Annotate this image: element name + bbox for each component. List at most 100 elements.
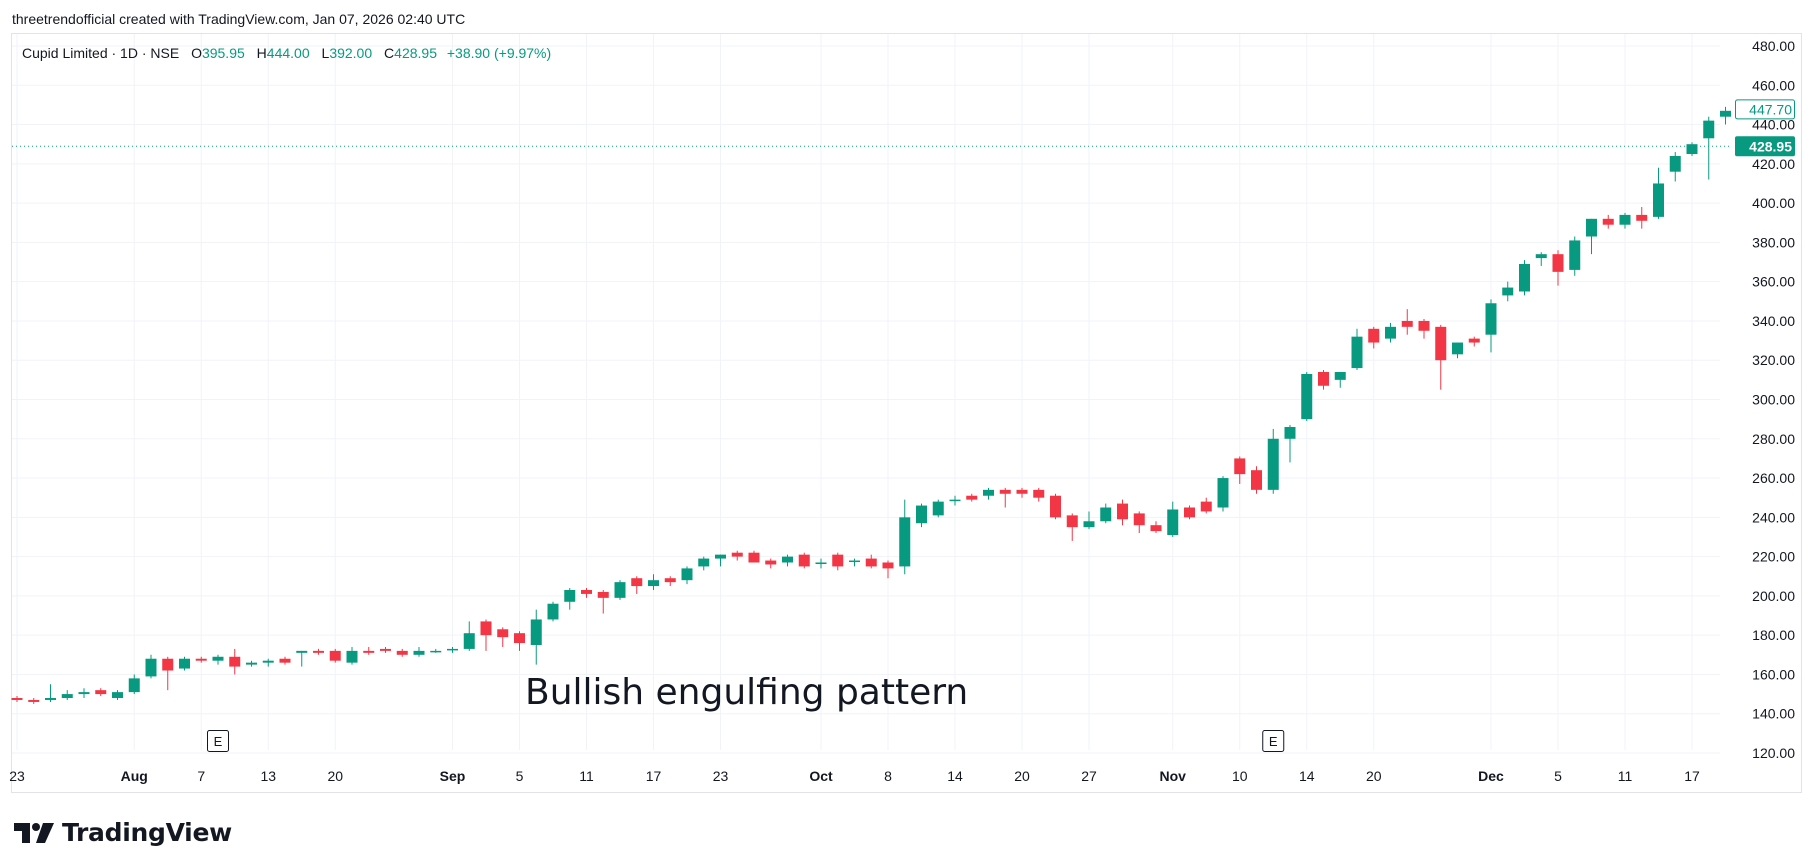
candle[interactable] xyxy=(430,648,442,653)
candle[interactable] xyxy=(815,558,827,569)
candle[interactable] xyxy=(949,495,961,506)
candle[interactable] xyxy=(1619,212,1631,229)
candle[interactable] xyxy=(1200,497,1212,514)
candle[interactable] xyxy=(296,650,308,667)
earnings-marker[interactable]: E xyxy=(207,730,229,752)
candle[interactable] xyxy=(1016,487,1028,498)
candle[interactable] xyxy=(882,560,894,579)
candle[interactable] xyxy=(95,688,107,697)
candle[interactable] xyxy=(329,648,341,663)
candle[interactable] xyxy=(1435,324,1447,390)
candle[interactable] xyxy=(1703,116,1715,180)
candle[interactable] xyxy=(664,576,676,587)
candle[interactable] xyxy=(1150,521,1162,534)
candle[interactable] xyxy=(128,674,140,695)
candle[interactable] xyxy=(497,627,509,647)
candle[interactable] xyxy=(1368,326,1380,349)
candle[interactable] xyxy=(78,688,90,699)
candle[interactable] xyxy=(748,550,760,563)
candle[interactable] xyxy=(631,576,643,594)
candle[interactable] xyxy=(1636,207,1648,229)
candle[interactable] xyxy=(1184,505,1195,520)
candle[interactable] xyxy=(1720,106,1731,125)
candle[interactable] xyxy=(966,493,978,502)
candle[interactable] xyxy=(1133,511,1145,534)
candle[interactable] xyxy=(1552,250,1564,286)
candle[interactable] xyxy=(212,654,224,665)
candle[interactable] xyxy=(715,554,726,567)
candle[interactable] xyxy=(279,656,291,665)
candle[interactable] xyxy=(698,556,710,571)
candle[interactable] xyxy=(932,499,944,518)
candle[interactable] xyxy=(112,690,123,700)
candle[interactable] xyxy=(782,554,793,567)
candle[interactable] xyxy=(999,487,1011,508)
candle[interactable] xyxy=(447,646,458,653)
candle[interactable] xyxy=(11,696,23,702)
candle[interactable] xyxy=(1468,336,1480,347)
candle[interactable] xyxy=(229,648,241,675)
candle[interactable] xyxy=(648,574,659,590)
candle[interactable] xyxy=(363,646,375,655)
candle[interactable] xyxy=(1653,167,1664,219)
candle[interactable] xyxy=(614,580,626,600)
candle[interactable] xyxy=(1385,322,1396,343)
candle[interactable] xyxy=(246,660,257,667)
candle[interactable] xyxy=(1284,425,1296,463)
candle[interactable] xyxy=(195,656,207,663)
candle[interactable] xyxy=(832,552,844,571)
candle[interactable] xyxy=(1351,328,1363,371)
candle[interactable] xyxy=(514,631,525,651)
candle[interactable] xyxy=(1167,501,1179,537)
candle[interactable] xyxy=(1569,236,1581,276)
candle[interactable] xyxy=(1535,252,1547,266)
candle[interactable] xyxy=(1050,493,1061,520)
tradingview-logo[interactable]: TradingView xyxy=(14,818,232,847)
candle[interactable] xyxy=(1519,260,1530,296)
candle[interactable] xyxy=(1334,372,1346,388)
candle[interactable] xyxy=(262,658,274,667)
candle[interactable] xyxy=(530,609,542,665)
high-price-badge[interactable] xyxy=(1735,99,1795,120)
candle[interactable] xyxy=(28,698,40,704)
candle[interactable] xyxy=(1301,372,1313,422)
candle[interactable] xyxy=(849,558,860,567)
candle[interactable] xyxy=(413,646,425,657)
candle[interactable] xyxy=(179,656,190,671)
candle[interactable] xyxy=(1485,299,1497,353)
candle[interactable] xyxy=(1117,499,1128,526)
candle[interactable] xyxy=(1267,428,1279,494)
candle[interactable] xyxy=(463,621,475,651)
candle[interactable] xyxy=(1100,503,1112,524)
candle[interactable] xyxy=(916,503,927,528)
candle[interactable] xyxy=(396,648,408,657)
candle[interactable] xyxy=(1602,214,1614,229)
candle[interactable] xyxy=(1401,309,1413,335)
candle[interactable] xyxy=(145,654,157,679)
candle[interactable] xyxy=(162,656,174,691)
candle[interactable] xyxy=(1418,318,1430,339)
candle[interactable] xyxy=(581,588,592,598)
last-price-badge[interactable] xyxy=(1735,136,1795,157)
candle[interactable] xyxy=(1669,152,1681,182)
candle[interactable] xyxy=(380,646,391,653)
candle[interactable] xyxy=(313,648,324,655)
candle[interactable] xyxy=(1452,342,1463,359)
candle[interactable] xyxy=(1033,487,1045,502)
candle[interactable] xyxy=(480,619,492,651)
candle[interactable] xyxy=(1217,476,1229,512)
candle[interactable] xyxy=(1083,511,1095,530)
candle[interactable] xyxy=(1686,142,1698,156)
candle[interactable] xyxy=(1502,281,1514,302)
candle[interactable] xyxy=(564,588,576,610)
earnings-marker[interactable]: E xyxy=(1262,730,1285,752)
candle[interactable] xyxy=(865,554,877,569)
candle[interactable] xyxy=(731,550,743,561)
pattern-annotation[interactable]: Bullish engulfing pattern xyxy=(525,672,969,713)
candle[interactable] xyxy=(983,487,994,500)
candle[interactable] xyxy=(798,552,810,569)
candle[interactable] xyxy=(765,558,777,569)
candle[interactable] xyxy=(1066,513,1078,541)
candle[interactable] xyxy=(681,566,693,585)
